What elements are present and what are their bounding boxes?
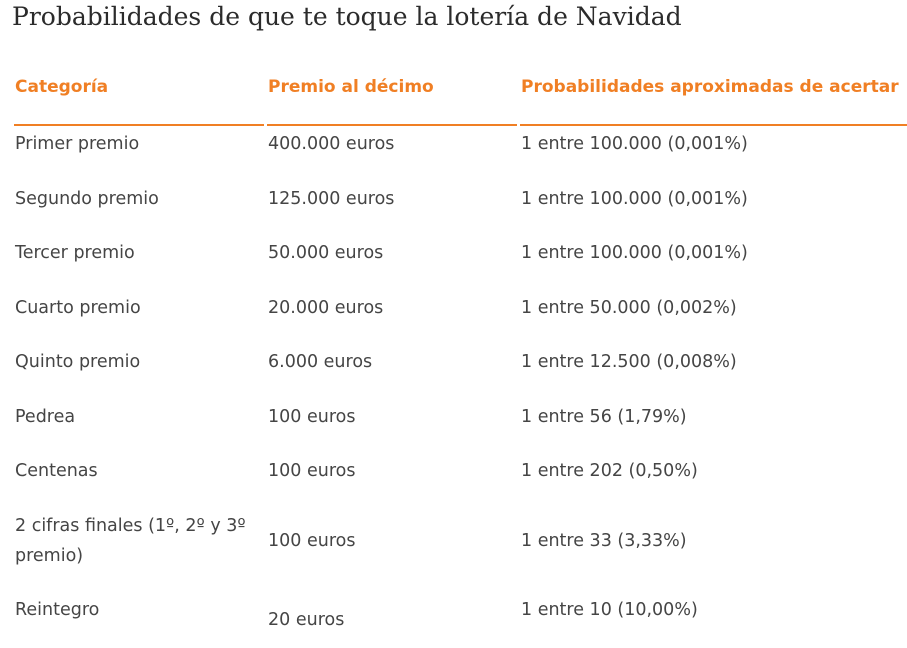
cell-odds: 1 entre 12.500 (0,008%) [521,352,737,372]
header-odds: Probabilidades aproximadas de acertar [521,77,899,97]
cell-prize: 20 euros [268,610,345,630]
header-divider [14,124,264,126]
cell-prize: 20.000 euros [268,298,384,318]
cell-category: Tercer premio [15,243,135,263]
header-divider [520,124,907,126]
cell-odds: 1 entre 100.000 (0,001%) [521,189,748,209]
cell-prize: 400.000 euros [268,134,395,154]
cell-prize: 50.000 euros [268,243,384,263]
cell-category: Quinto premio [15,352,141,372]
page-title: Probabilidades de que te toque la loterí… [12,2,682,31]
cell-category: Cuarto premio [15,298,141,318]
cell-odds: 1 entre 10 (10,00%) [521,600,698,620]
cell-prize: 6.000 euros [268,352,373,372]
cell-category: 2 cifras finales (1º, 2º y 3º premio) [15,516,246,566]
cell-prize: 100 euros [268,461,356,481]
cell-prize: 100 euros [268,531,356,551]
cell-odds: 1 entre 33 (3,33%) [521,531,687,551]
cell-category: Segundo premio [15,189,159,209]
header-category: Categoría [15,77,109,97]
cell-odds: 1 entre 50.000 (0,002%) [521,298,737,318]
cell-category: Pedrea [15,407,76,427]
cell-category: Centenas [15,461,98,481]
cell-odds: 1 entre 100.000 (0,001%) [521,134,748,154]
cell-odds: 1 entre 100.000 (0,001%) [521,243,748,263]
cell-category: Reintegro [15,600,100,620]
cell-odds: 1 entre 56 (1,79%) [521,407,687,427]
cell-category: Primer premio [15,134,140,154]
cell-prize: 100 euros [268,407,356,427]
header-divider [267,124,517,126]
header-prize: Premio al décimo [268,77,434,97]
cell-odds: 1 entre 202 (0,50%) [521,461,698,481]
cell-prize: 125.000 euros [268,189,395,209]
